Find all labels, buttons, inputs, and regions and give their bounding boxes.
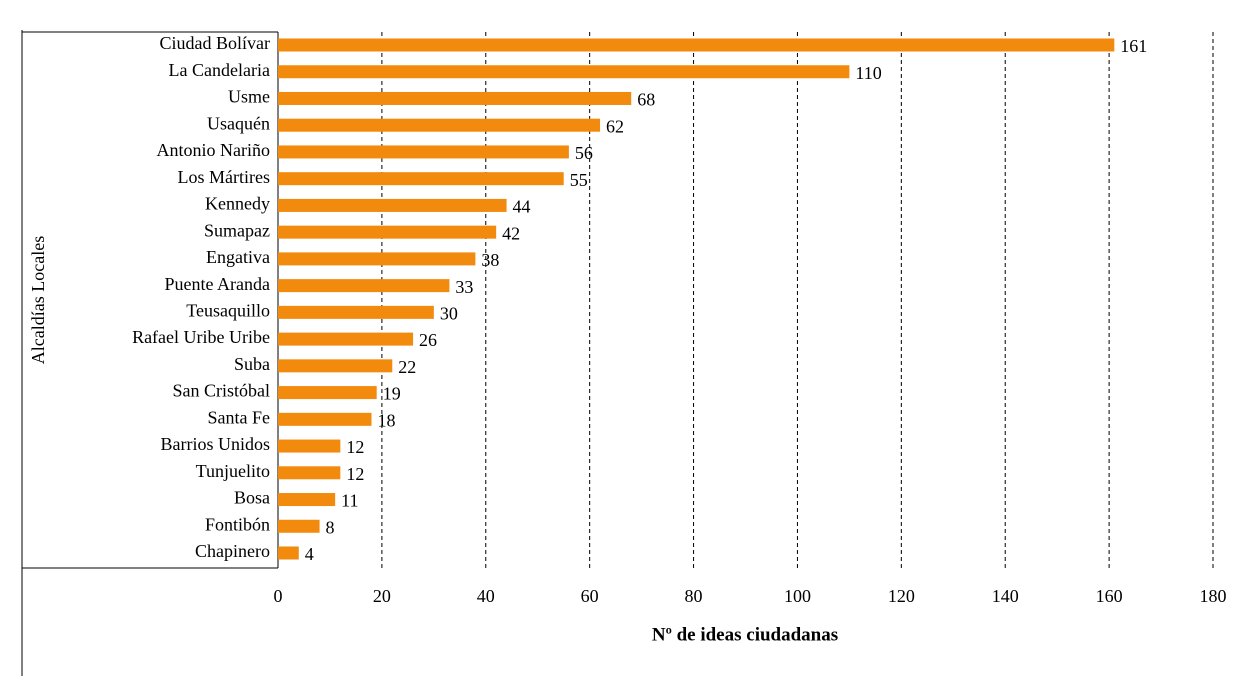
bar: [278, 38, 1115, 52]
x-axis-title: Nº de ideas ciudadanas: [652, 624, 838, 645]
value-label: 56: [575, 143, 593, 163]
value-label: 26: [419, 330, 437, 350]
y-tick-label: Antonio Nariño: [157, 140, 270, 160]
y-tick-label: Barrios Unidos: [161, 434, 271, 454]
value-label: 42: [502, 223, 520, 243]
x-tick-label: 80: [685, 586, 703, 606]
bar: [278, 412, 372, 426]
bar: [278, 145, 569, 159]
y-tick-label: Chapinero: [195, 541, 270, 561]
y-axis-title: Alcaldías Locales: [28, 236, 48, 364]
value-label: 30: [440, 303, 458, 323]
value-label: 44: [513, 197, 531, 217]
bar: [278, 332, 414, 346]
y-tick-label: Ciudad Bolívar: [160, 33, 271, 53]
y-tick-label: Fontibón: [205, 514, 270, 534]
value-label: 8: [326, 517, 335, 537]
y-tick-label: Los Mártires: [178, 167, 270, 187]
value-label: 38: [481, 250, 499, 270]
bar: [278, 172, 564, 186]
value-label: 18: [378, 410, 396, 430]
y-tick-label: Engativa: [206, 247, 270, 267]
bar: [278, 519, 320, 533]
bar: [278, 198, 507, 212]
y-tick-label: Usaquén: [207, 113, 270, 133]
x-tick-label: 140: [992, 586, 1019, 606]
y-tick-label: Santa Fe: [208, 407, 271, 427]
x-tick-label: 20: [373, 586, 391, 606]
value-label: 4: [305, 544, 314, 564]
bar: [278, 91, 632, 105]
y-tick-label: Teusaquillo: [186, 300, 270, 320]
bar: [278, 359, 393, 373]
bar: [278, 225, 497, 239]
y-tick-label: Kennedy: [205, 194, 270, 214]
value-label: 33: [455, 277, 473, 297]
value-label: 62: [606, 116, 624, 136]
x-tick-label: 60: [581, 586, 599, 606]
value-label: 161: [1120, 36, 1147, 56]
bar: [278, 546, 299, 560]
bar: [278, 493, 336, 507]
y-tick-label: Bosa: [234, 488, 270, 508]
bar: [278, 386, 377, 400]
value-label: 12: [346, 437, 364, 457]
y-tick-label: Puente Aranda: [165, 274, 270, 294]
y-tick-label: Sumapaz: [204, 220, 270, 240]
bar: [278, 252, 476, 266]
y-tick-label: Rafael Uribe Uribe: [132, 327, 270, 347]
x-tick-label: 160: [1096, 586, 1123, 606]
y-tick-label: Suba: [234, 354, 270, 374]
value-label: 11: [341, 491, 358, 511]
bar: [278, 439, 341, 453]
value-label: 12: [346, 464, 364, 484]
y-tick-label: Usme: [228, 87, 270, 107]
y-tick-label: La Candelaria: [169, 60, 270, 80]
value-label: 22: [398, 357, 416, 377]
bar: [278, 65, 850, 79]
bar: [278, 305, 434, 319]
x-tick-label: 40: [477, 586, 495, 606]
value-label: 110: [855, 63, 881, 83]
x-tick-label: 100: [784, 586, 811, 606]
x-tick-label: 120: [888, 586, 915, 606]
x-tick-label: 0: [274, 586, 283, 606]
y-tick-label: Tunjuelito: [196, 461, 270, 481]
bar: [278, 118, 601, 132]
value-label: 19: [383, 384, 401, 404]
y-tick-label: San Cristóbal: [173, 381, 271, 401]
x-tick-label: 180: [1200, 586, 1227, 606]
bar: [278, 279, 450, 293]
value-label: 68: [637, 90, 655, 110]
bar: [278, 466, 341, 480]
value-label: 55: [570, 170, 588, 190]
